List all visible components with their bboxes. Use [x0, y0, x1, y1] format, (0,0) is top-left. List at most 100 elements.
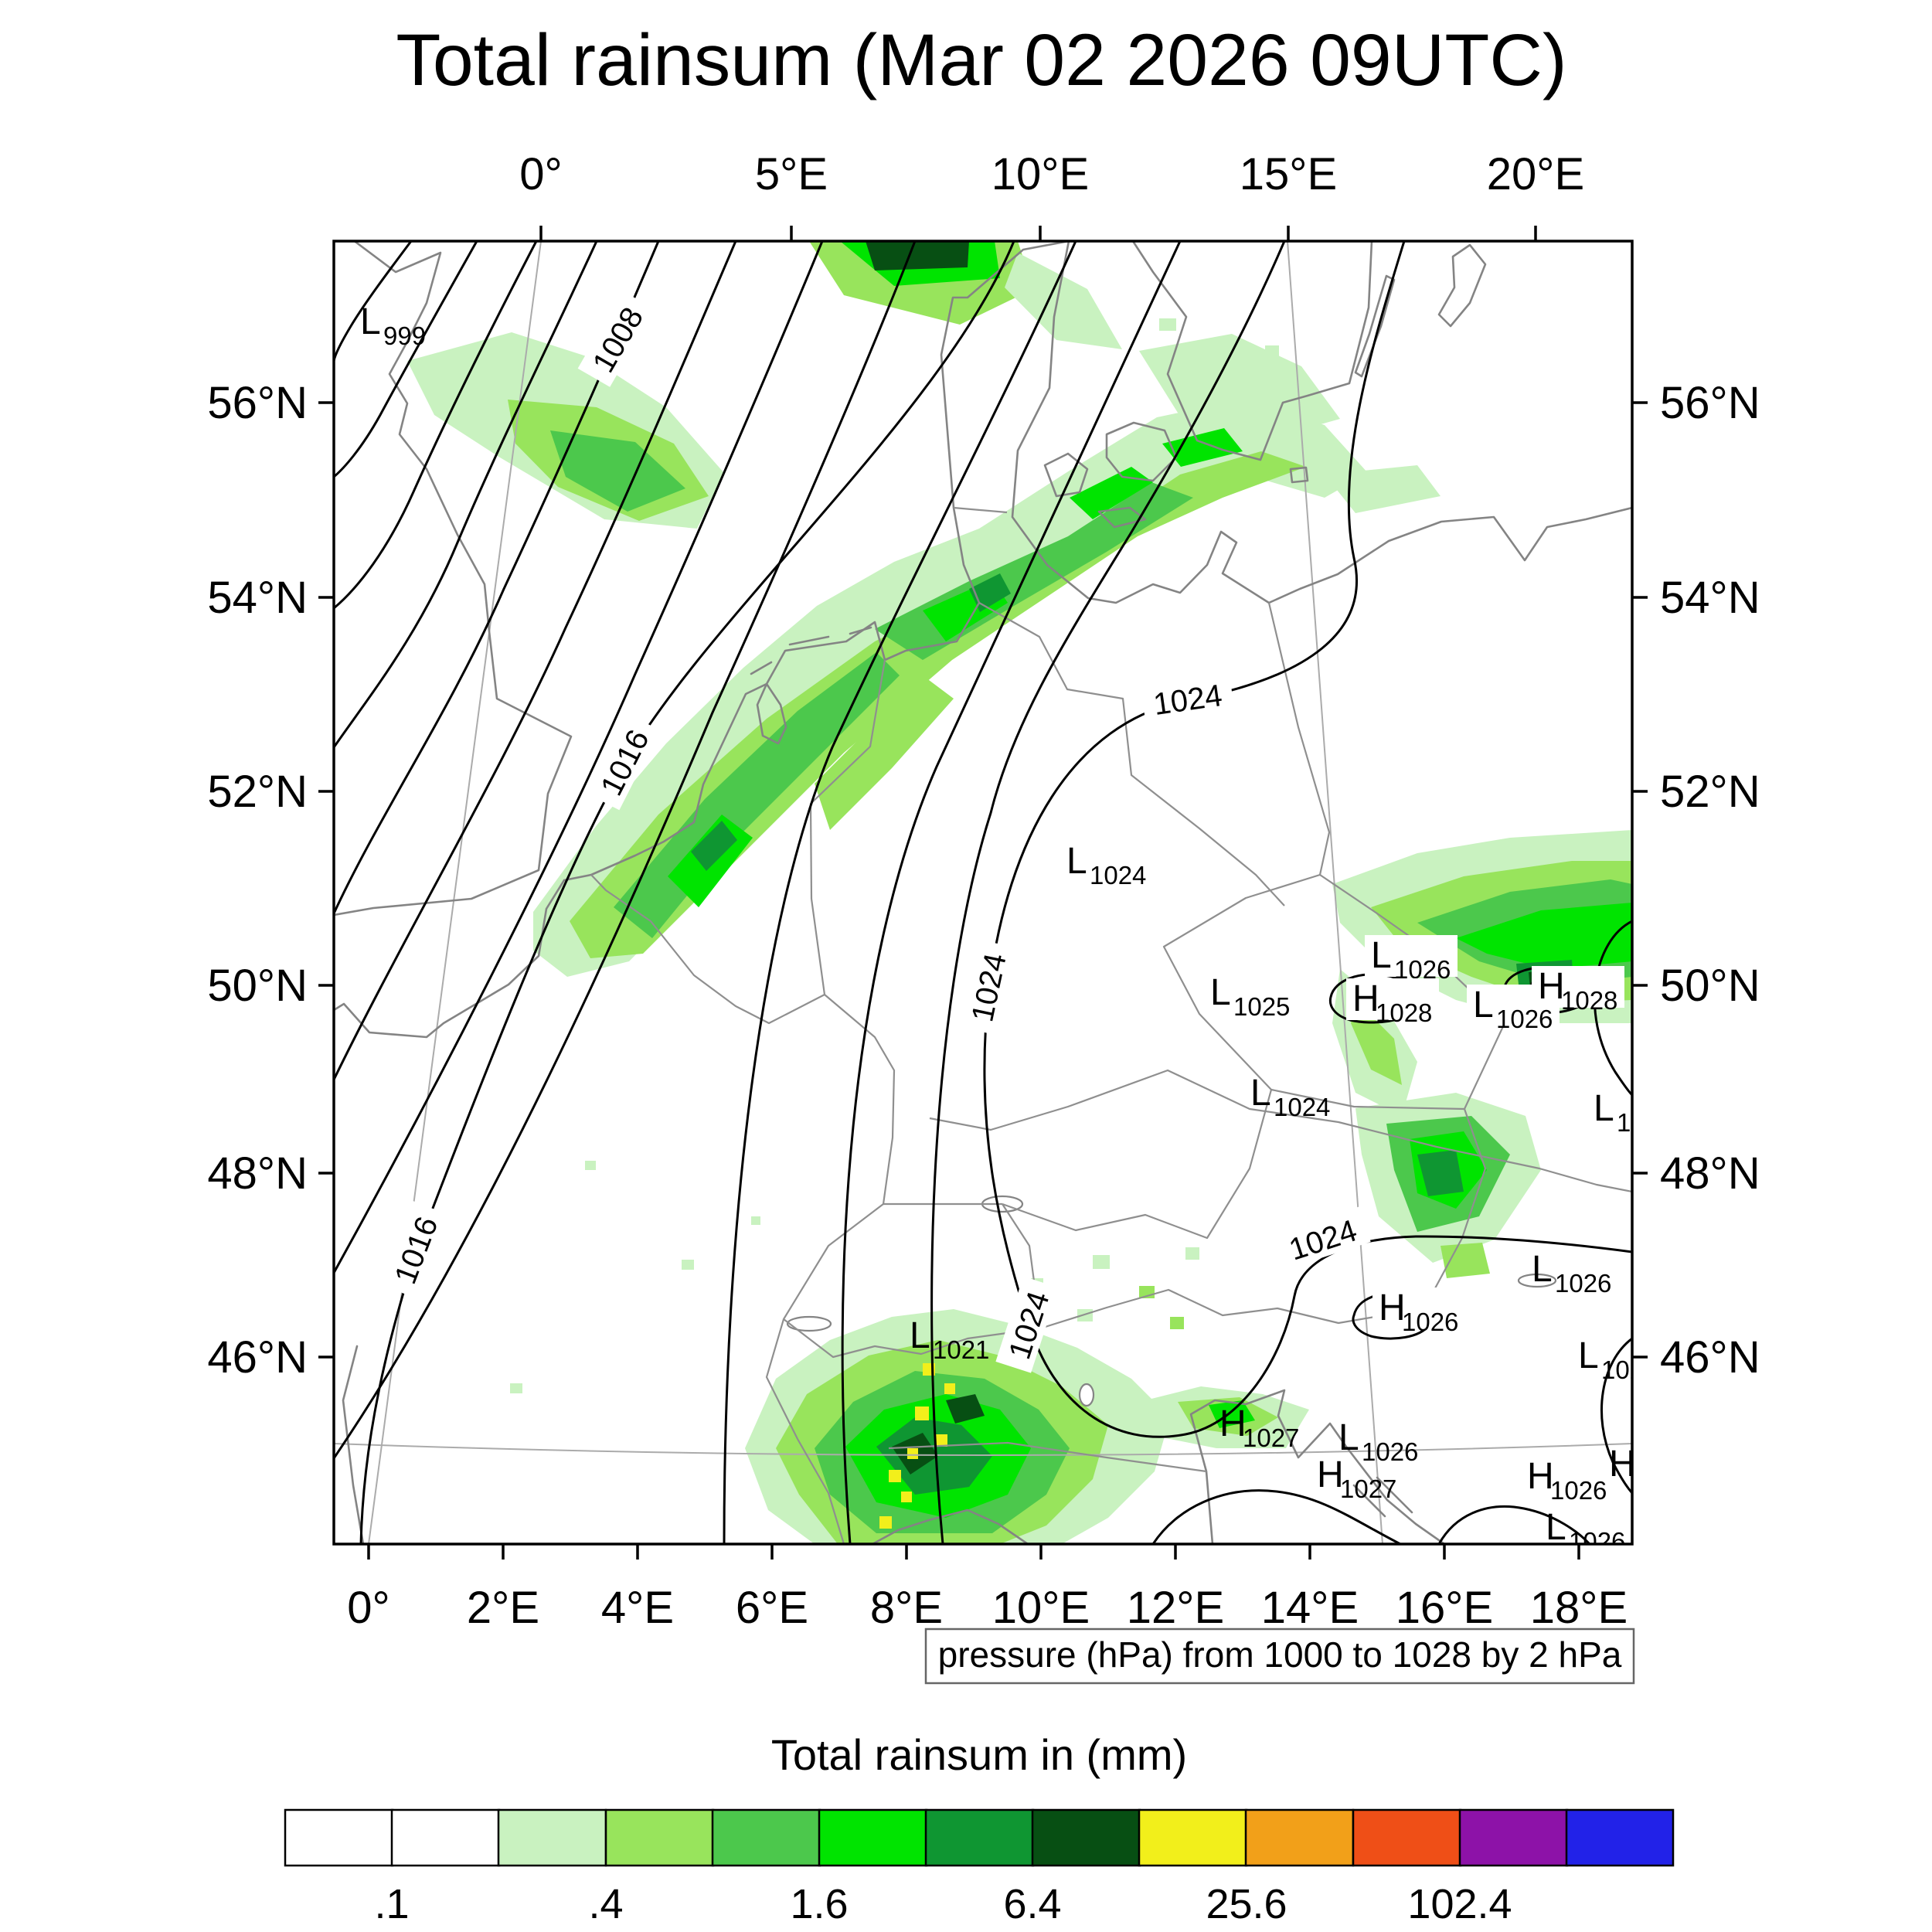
rain-cell [1265, 345, 1279, 356]
rain-polygon [1440, 1243, 1490, 1278]
rain-polygon [946, 1394, 985, 1423]
river-po [888, 1441, 1207, 1473]
axis-tick-label: 0° [519, 149, 562, 199]
isobar-1010 [334, 241, 737, 1080]
isobars-layer [334, 241, 1632, 1544]
colorbar-label: 6.4 [1003, 1881, 1061, 1927]
axis-tick-label: 8°E [870, 1583, 943, 1633]
meridian-15e [1287, 241, 1383, 1544]
isobar-1026-arc [1437, 1505, 1591, 1544]
contour-label: 1008 [577, 291, 655, 387]
colorbar-segment [1352, 1808, 1462, 1867]
border-fr-it [765, 1318, 845, 1544]
coastline-ijsselmeer [756, 682, 787, 745]
contour-label-box [577, 291, 655, 387]
rain-cell [682, 1260, 694, 1270]
coastline-adriatic [1189, 1389, 1446, 1544]
axis-tick-label: 48°N [207, 1148, 308, 1199]
axis-tick-label: 14°E [1261, 1583, 1359, 1633]
pressure-center-letter: H [1538, 966, 1565, 1007]
isobar-1002 [334, 241, 478, 478]
legend-title: Total rainsum in (mm) [771, 1730, 1187, 1779]
pressure-center-letter: L [1594, 1088, 1614, 1129]
pressure-center: L 1024 [1066, 841, 1146, 889]
pressure-center-letter: L [1546, 1507, 1566, 1548]
rain-polygon [550, 430, 685, 512]
pressure-center-value: 1026 [1569, 1527, 1625, 1556]
pressure-center-value: 1027 [1243, 1423, 1299, 1452]
pressure-center: L 10 [1594, 1088, 1645, 1137]
rain-polygon [1005, 253, 1122, 349]
pressure-center-letter: L [1250, 1073, 1271, 1114]
axis-tick-label: 54°N [207, 573, 308, 623]
pressure-center-letter: H [1219, 1403, 1247, 1444]
pressure-center-letter: L [1066, 841, 1087, 882]
rain-cell [1077, 1309, 1093, 1321]
pressure-caption: pressure (hPa) from 1000 to 1028 by 2 hP… [924, 1628, 1635, 1685]
pressure-center: H 1027 [1219, 1403, 1299, 1452]
top-axis: 0° 5°E 10°E 15°E 20°E [519, 149, 1584, 241]
rain-polygon [570, 451, 1306, 958]
pressure-center-value: 1026 [1402, 1308, 1458, 1336]
coastline-britain [334, 241, 573, 917]
rain-polygon [1070, 467, 1153, 519]
axis-tick-label: 18°E [1530, 1583, 1628, 1633]
axis-tick-label: 16°E [1396, 1583, 1493, 1633]
pressure-caption-box [924, 1628, 1635, 1685]
pressure-center-value: 1025 [1233, 992, 1290, 1021]
coastline-danish-islands [1043, 421, 1178, 529]
pressure-center: L 1026 [1365, 935, 1458, 984]
rain-polygon [1456, 903, 1632, 969]
pressure-center-box [1372, 1287, 1465, 1329]
rain-polygon [1162, 428, 1243, 467]
pressure-center-letter: L [1371, 935, 1392, 976]
colorbar-segment [390, 1808, 501, 1867]
contour-label-text: 1024 [965, 951, 1013, 1025]
colorbar-segment [1138, 1808, 1248, 1867]
rain-cell-yellow [915, 1406, 929, 1420]
isobar-edge-arc [1594, 920, 1632, 1097]
rain-cell-yellow [901, 1492, 912, 1502]
pressure-center-box [1365, 935, 1458, 977]
contour-label-box [1140, 673, 1235, 723]
axis-tick-label: 46°N [1660, 1332, 1760, 1383]
axis-tick-label: 4°E [601, 1583, 674, 1633]
pressure-center: L 1025 [1210, 972, 1290, 1021]
pressure-center: H [1609, 1444, 1632, 1485]
axis-tick-label: 12°E [1127, 1583, 1224, 1633]
border-dk-de [953, 506, 1008, 514]
river-elbe [978, 602, 1285, 906]
axis-tick-label: 20°E [1487, 149, 1584, 199]
pressure-center-value: 1021 [933, 1335, 989, 1364]
coastlines-layer [334, 241, 1632, 1544]
pressure-center-value: 10 [1617, 1108, 1645, 1137]
pressure-center-value: 1028 [1561, 986, 1617, 1015]
axis-tick-label: 10°E [992, 1583, 1090, 1633]
axis-tick-label: 2°E [467, 1583, 539, 1633]
colorbar-label: .1 [374, 1881, 409, 1927]
pressure-center: L 1026 [1546, 1507, 1625, 1556]
pressure-center-letter: H [1527, 1456, 1554, 1497]
rain-cell [751, 1216, 760, 1225]
colorbar-segment [284, 1808, 394, 1867]
map-area: 1008 1016 1016 1024 1024 [332, 240, 1645, 1556]
colorbar-label: 1.6 [790, 1881, 848, 1927]
lake-balaton [1517, 1273, 1557, 1288]
pressure-center-letter: H [1317, 1454, 1344, 1495]
rain-cell-yellow [879, 1516, 892, 1529]
rain-cell [1170, 1317, 1184, 1329]
axis-tick-label: 50°N [1660, 961, 1760, 1011]
pressure-center: H 1027 [1317, 1454, 1396, 1503]
rain-cell-yellow [889, 1470, 901, 1482]
isobar-1016 [359, 241, 1015, 1544]
map-content: 1008 1016 1016 1024 1024 [334, 241, 1645, 1556]
colorbar-segment [1031, 1808, 1141, 1867]
pressure-center: H 1026 [1527, 1456, 1607, 1505]
contour-label: 1016 [381, 1201, 448, 1298]
contour-label: 1024 [1274, 1206, 1371, 1270]
border-at-hu [1423, 1108, 1487, 1309]
isobar-1006 [334, 241, 598, 748]
axis-tick-label: 5°E [755, 149, 828, 199]
isobar-1022 [930, 241, 1286, 1544]
